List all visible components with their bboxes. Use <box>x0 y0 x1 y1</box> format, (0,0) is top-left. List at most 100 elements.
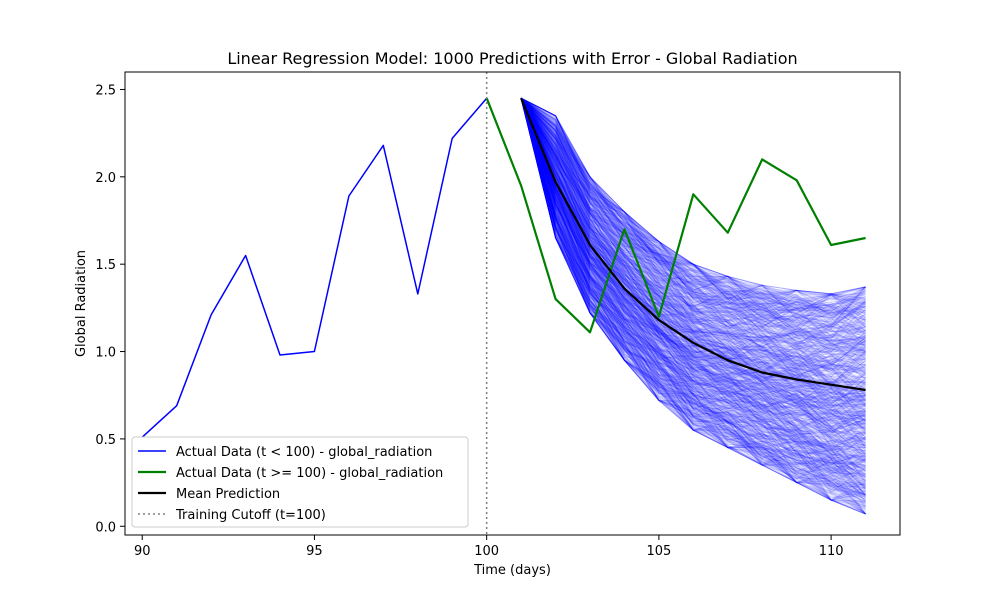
prediction-trajectory <box>520 97 866 367</box>
prediction-trajectory <box>520 98 866 513</box>
prediction-trajectory <box>520 97 866 349</box>
prediction-trajectory <box>520 97 866 384</box>
prediction-trajectory <box>520 98 866 435</box>
prediction-trajectory <box>520 97 866 412</box>
prediction-trajectory <box>520 98 866 484</box>
prediction-trajectory <box>520 97 866 352</box>
prediction-trajectory <box>520 97 866 315</box>
prediction-trajectory <box>520 97 866 345</box>
prediction-trajectory <box>520 98 866 471</box>
prediction-trajectory <box>520 97 866 363</box>
prediction-trajectory <box>520 98 866 407</box>
prediction-trajectory <box>520 98 866 484</box>
prediction-trajectory <box>520 97 866 319</box>
prediction-trajectory <box>520 98 866 425</box>
prediction-trajectory <box>520 97 866 312</box>
prediction-trajectory <box>520 97 866 321</box>
prediction-trajectory <box>520 98 866 451</box>
prediction-trajectory <box>520 98 866 430</box>
prediction-trajectory <box>520 98 866 409</box>
prediction-trajectory <box>520 97 866 353</box>
prediction-trajectory <box>520 98 866 404</box>
prediction-trajectory <box>520 98 866 413</box>
prediction-trajectory <box>520 97 866 311</box>
prediction-trajectory <box>520 97 866 345</box>
prediction-trajectory <box>520 98 866 493</box>
prediction-trajectory <box>520 98 866 493</box>
prediction-trajectory <box>520 98 866 482</box>
prediction-trajectory <box>520 98 866 459</box>
prediction-trajectory <box>520 97 866 354</box>
series-line-2 <box>520 97 866 392</box>
prediction-trajectory <box>520 97 866 379</box>
prediction-trajectory <box>520 98 867 499</box>
prediction-trajectory <box>520 97 866 312</box>
prediction-trajectory <box>520 97 866 384</box>
prediction-trajectory <box>520 98 866 477</box>
prediction-trajectory <box>520 98 866 515</box>
prediction-trajectory <box>520 97 866 316</box>
prediction-trajectory <box>520 98 866 438</box>
prediction-trajectory <box>520 97 866 424</box>
prediction-trajectory <box>520 97 866 336</box>
prediction-trajectory <box>520 97 866 338</box>
prediction-trajectory <box>520 97 866 427</box>
prediction-trajectory <box>520 97 866 337</box>
prediction-trajectory <box>520 98 866 515</box>
prediction-trajectory <box>520 97 866 401</box>
prediction-trajectory <box>520 97 866 367</box>
prediction-trajectory <box>520 98 866 413</box>
prediction-trajectory <box>520 98 866 470</box>
prediction-trajectory <box>520 98 866 443</box>
prediction-trajectory <box>520 97 866 346</box>
prediction-trajectory <box>520 97 866 393</box>
prediction-trajectory <box>520 98 866 418</box>
prediction-trajectory <box>520 98 866 481</box>
prediction-trajectory <box>520 97 866 375</box>
prediction-trajectory <box>520 98 866 457</box>
plot-area-frame <box>124 71 901 536</box>
prediction-trajectory <box>520 98 866 433</box>
prediction-trajectory <box>520 98 866 488</box>
prediction-trajectory <box>520 98 866 478</box>
prediction-trajectory <box>520 97 866 393</box>
prediction-trajectory <box>520 98 866 460</box>
prediction-trajectory <box>520 98 866 486</box>
prediction-trajectory <box>520 98 866 422</box>
prediction-trajectory <box>520 98 866 452</box>
prediction-trajectory <box>520 97 866 434</box>
prediction-trajectory <box>520 98 866 472</box>
prediction-trajectory <box>520 97 866 309</box>
prediction-trajectory <box>520 97 866 353</box>
prediction-trajectory <box>520 97 866 395</box>
prediction-trajectory <box>520 97 866 318</box>
prediction-trajectory <box>520 97 866 374</box>
prediction-trajectory <box>520 97 866 363</box>
prediction-trajectory <box>520 98 866 515</box>
prediction-trajectory <box>520 97 866 336</box>
prediction-trajectory <box>520 98 866 444</box>
prediction-trajectory <box>520 97 866 370</box>
prediction-trajectory <box>520 97 866 330</box>
prediction-trajectory <box>520 98 866 515</box>
prediction-trajectory <box>520 98 866 450</box>
prediction-trajectory <box>520 98 866 449</box>
x-tick-label: 105 <box>646 544 671 559</box>
prediction-trajectory <box>520 97 866 320</box>
prediction-trajectory <box>520 97 866 380</box>
prediction-trajectory <box>520 97 866 354</box>
prediction-trajectory <box>520 97 866 389</box>
prediction-trajectory <box>520 98 866 500</box>
prediction-trajectory <box>520 98 867 483</box>
prediction-trajectory <box>520 97 866 339</box>
y-tick-label: 0.0 <box>95 520 116 535</box>
prediction-trajectory <box>520 98 866 463</box>
prediction-trajectory <box>520 97 866 338</box>
prediction-trajectory <box>520 97 866 394</box>
prediction-trajectory <box>520 98 866 434</box>
prediction-trajectory <box>520 97 866 316</box>
legend-label-training-cutoff: Training Cutoff (t=100) <box>175 508 326 523</box>
prediction-trajectory <box>520 97 866 312</box>
prediction-trajectory <box>520 97 866 418</box>
prediction-trajectory <box>520 97 866 348</box>
